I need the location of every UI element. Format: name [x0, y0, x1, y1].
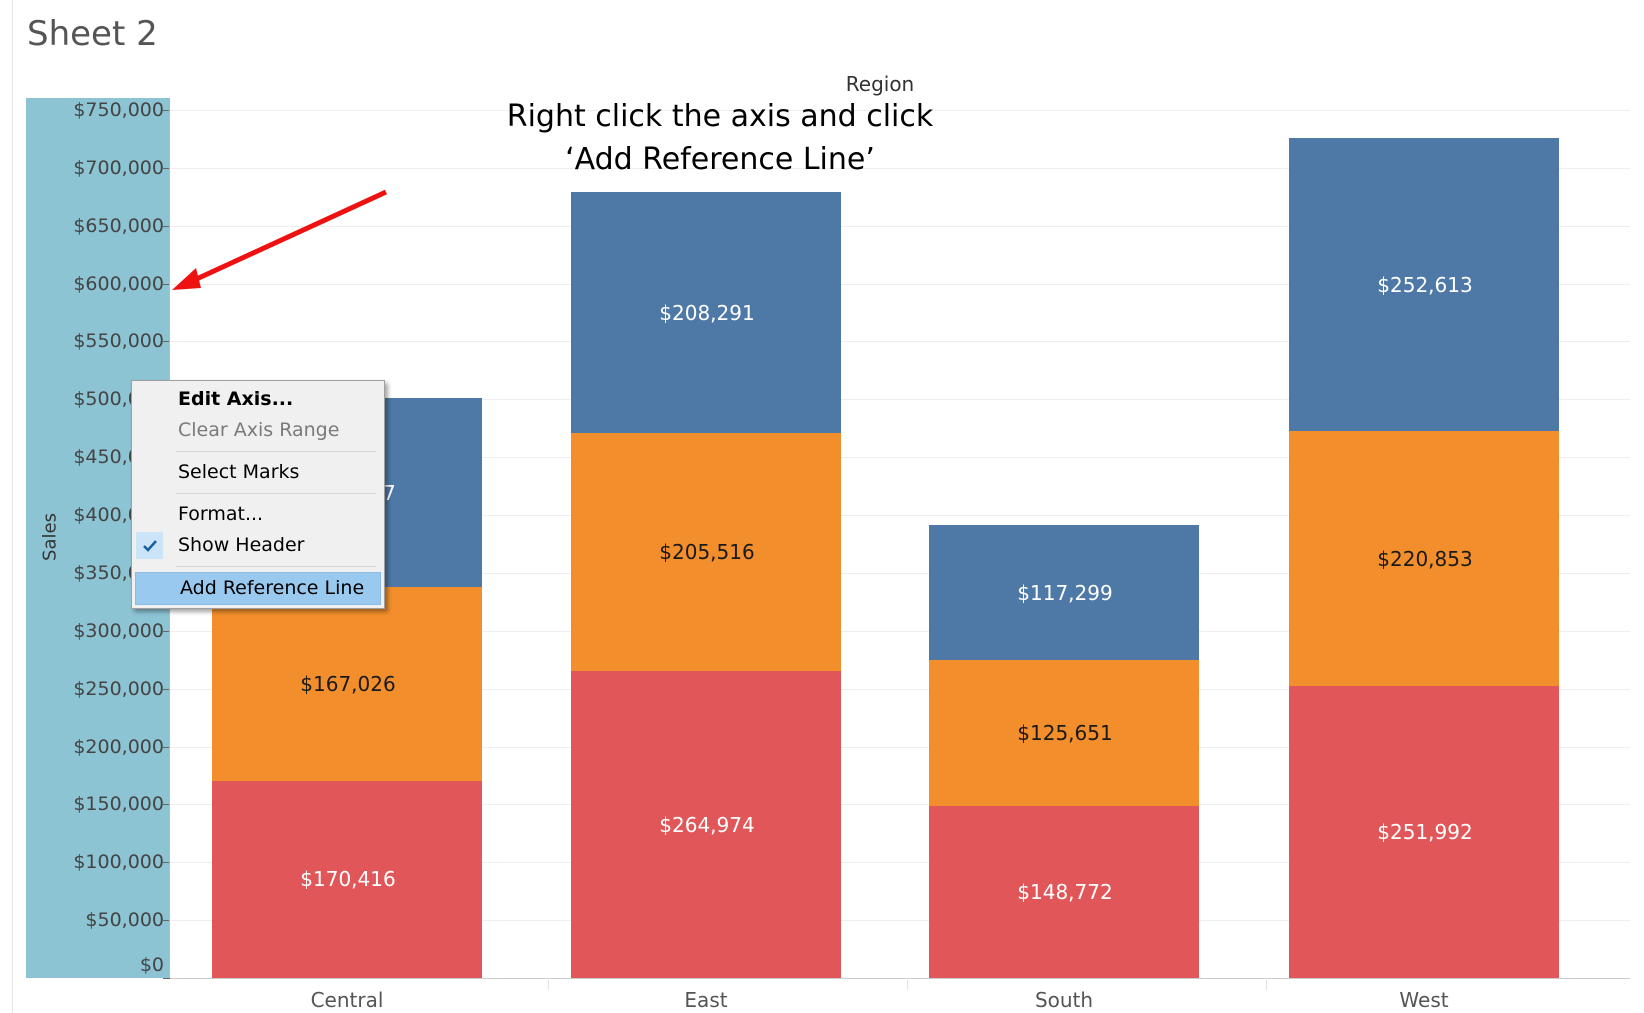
category-label-east[interactable]: East: [684, 988, 728, 1012]
annotation-line-1: Right click the axis and click: [506, 99, 934, 134]
menu-item-show-header-label: Show Header: [178, 534, 305, 556]
gridline: [170, 804, 1630, 806]
y-tick-label[interactable]: $250,000: [73, 677, 164, 700]
y-tick-mark: [163, 746, 170, 748]
gridline: [170, 399, 1630, 401]
gridline: [170, 225, 1630, 227]
column-divider: [907, 978, 908, 990]
gridline: [170, 341, 1630, 343]
annotation-line-2: ‘Add Reference Line’: [565, 142, 875, 177]
bar-segment-west-bottom[interactable]: [1289, 686, 1559, 978]
category-label-central[interactable]: Central: [310, 988, 384, 1012]
menu-item-clear-axis-range: Clear Axis Range: [178, 419, 340, 441]
y-tick-mark: [163, 688, 170, 690]
bar-data-label: $220,853: [1377, 546, 1473, 571]
y-tick-mark: [163, 862, 170, 864]
y-tick-mark: [163, 225, 170, 227]
bar-data-label: $252,613: [1377, 272, 1473, 297]
bar-segment-south-bottom[interactable]: [929, 805, 1199, 978]
y-tick-mark: [163, 341, 170, 343]
menu-item-select-marks[interactable]: Select Marks: [178, 461, 300, 483]
bar-data-label: $125,651: [1017, 721, 1113, 746]
axis-context-menu: Edit Axis... Clear Axis Range Select Mar…: [131, 380, 385, 609]
y-tick-mark: [163, 110, 170, 111]
sheet-canvas: [12, 0, 1644, 1013]
bar-segment-east-middle[interactable]: [571, 433, 841, 672]
gridline: [170, 457, 1630, 459]
gridline: [170, 167, 1630, 169]
column-divider: [1266, 978, 1267, 990]
bar-segment-east-bottom[interactable]: [571, 671, 841, 978]
bar-segment-central-middle[interactable]: [212, 587, 482, 781]
menu-item-show-header[interactable]: Show Header: [134, 530, 382, 561]
gridline: [170, 283, 1630, 285]
gridline: [170, 746, 1630, 748]
x-baseline: [170, 978, 1630, 979]
sheet-title: Sheet 2: [27, 14, 158, 54]
y-tick-label[interactable]: $50,000: [85, 909, 164, 932]
menu-separator: [176, 451, 376, 452]
y-tick-label[interactable]: $150,000: [73, 793, 164, 816]
menu-item-format[interactable]: Format...: [178, 503, 264, 525]
region-column-header[interactable]: Region: [845, 72, 915, 96]
y-tick-mark: [163, 283, 170, 285]
bar-data-label: $117,299: [1017, 580, 1113, 605]
y-tick-mark: [163, 804, 170, 806]
y-tick-mark: [163, 630, 170, 632]
bar-segment-east-top[interactable]: [571, 192, 841, 434]
bar-data-label: $148,772: [1017, 879, 1113, 904]
y-tick-label[interactable]: $0: [139, 954, 164, 976]
check-icon: [136, 532, 163, 559]
y-tick-label[interactable]: $200,000: [73, 735, 164, 758]
y-tick-label[interactable]: $600,000: [73, 272, 164, 295]
gridline: [170, 920, 1630, 922]
bar-segment-south-middle[interactable]: [929, 660, 1199, 806]
y-tick-label[interactable]: $550,000: [73, 330, 164, 353]
gridline: [170, 572, 1630, 574]
y-tick-label[interactable]: $650,000: [73, 214, 164, 237]
gridline: [170, 630, 1630, 632]
gridline: [170, 515, 1630, 517]
y-tick-mark: [163, 167, 170, 169]
y-tick-mark: [163, 978, 170, 979]
bar-segment-west-middle[interactable]: [1289, 430, 1559, 687]
menu-separator: [176, 566, 376, 567]
menu-separator: [176, 493, 376, 494]
y-tick-label[interactable]: $700,000: [73, 156, 164, 179]
gridline: [170, 688, 1630, 690]
category-label-west[interactable]: West: [1399, 988, 1449, 1012]
bar-data-label: $205,516: [659, 540, 755, 565]
gridline: [170, 862, 1630, 864]
y-tick-label[interactable]: $300,000: [73, 619, 164, 642]
y-tick-mark: [163, 920, 170, 922]
y-tick-label[interactable]: $100,000: [73, 851, 164, 874]
category-label-south[interactable]: South: [1034, 988, 1094, 1012]
y-tick-label[interactable]: $750,000: [73, 99, 164, 121]
gridline: [170, 110, 1630, 111]
bar-segment-west-top[interactable]: [1289, 138, 1559, 431]
bar-data-label: $167,026: [300, 672, 396, 697]
bar-segment-south-top[interactable]: [929, 524, 1199, 661]
bar-data-label: $170,416: [300, 867, 396, 892]
bar-segment-central-bottom[interactable]: [212, 780, 482, 978]
menu-item-add-reference-line[interactable]: Add Reference Line: [135, 572, 381, 605]
bar-data-label: $264,974: [659, 812, 755, 837]
annotation-callout: Right click the axis and click ‘Add Refe…: [460, 95, 980, 181]
bar-data-label: $251,992: [1377, 820, 1473, 845]
bar-data-label: $208,291: [659, 300, 755, 325]
column-divider: [548, 978, 549, 990]
menu-item-edit-axis[interactable]: Edit Axis...: [178, 388, 294, 410]
